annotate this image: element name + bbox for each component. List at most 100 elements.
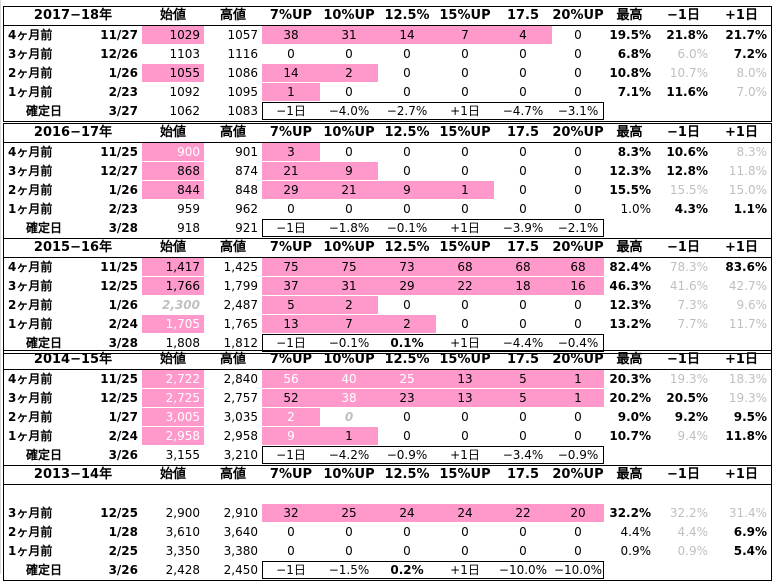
cell[interactable]: 0 <box>461 145 469 159</box>
cell[interactable]: 20.3% <box>609 372 651 386</box>
cell[interactable]: 29 <box>262 181 320 199</box>
cell[interactable]: 1,417 <box>142 258 204 276</box>
column-header[interactable]: −1日 <box>667 8 700 23</box>
cell[interactable]: 1092 <box>169 85 200 99</box>
cell[interactable]: −0.9% <box>557 448 599 462</box>
cell[interactable]: 4.4% <box>677 525 709 539</box>
cell[interactable]: 0 <box>519 410 527 424</box>
cell[interactable]: 4.3% <box>674 202 708 216</box>
cell[interactable]: −3.4% <box>502 448 544 462</box>
cell[interactable]: 0 <box>574 202 582 216</box>
cell[interactable]: 46.3% <box>609 279 651 293</box>
column-header[interactable]: 12.5% <box>384 8 430 23</box>
column-header[interactable]: 始値 <box>159 125 186 140</box>
column-header[interactable]: 12.5% <box>384 467 430 482</box>
cell[interactable]: 3,155 <box>165 448 200 462</box>
column-header[interactable]: 始値 <box>159 352 186 367</box>
cell[interactable]: 37 <box>262 277 320 295</box>
cell[interactable]: 14 <box>262 64 320 82</box>
cell[interactable]: 6.8% <box>617 47 651 61</box>
column-header[interactable]: 高値 <box>219 240 246 255</box>
cell[interactable]: 41.6% <box>669 279 708 293</box>
cell[interactable]: 21 <box>320 181 378 199</box>
row-date[interactable]: 2/25 <box>108 544 138 558</box>
cell[interactable]: −0.4% <box>557 336 599 350</box>
cell[interactable]: 0 <box>461 317 469 331</box>
cell[interactable]: 0 <box>574 28 582 42</box>
row-date[interactable]: 11/25 <box>100 372 138 386</box>
cell[interactable]: 25 <box>320 504 378 522</box>
column-header[interactable]: 始値 <box>159 8 186 23</box>
row-date[interactable]: 1/26 <box>108 183 138 197</box>
cell[interactable]: 9.4% <box>677 429 709 443</box>
row-label[interactable]: 3ヶ月前 <box>8 506 53 520</box>
cell[interactable]: 1,705 <box>142 315 204 333</box>
cell[interactable] <box>262 485 320 503</box>
cell[interactable]: 0 <box>403 525 411 539</box>
cell[interactable]: 3,380 <box>223 544 258 558</box>
cell[interactable]: 0 <box>461 47 469 61</box>
cell[interactable]: 1029 <box>142 26 204 44</box>
cell[interactable]: 0 <box>461 525 469 539</box>
cell[interactable]: 23 <box>378 389 436 407</box>
row-date[interactable]: 3/27 <box>108 104 138 118</box>
row-date[interactable]: 1/27 <box>108 410 138 424</box>
cell[interactable]: 21 <box>262 162 320 180</box>
row-label[interactable]: 4ヶ月前 <box>8 260 53 274</box>
cell[interactable]: 1083 <box>227 104 258 118</box>
cell[interactable]: 3,640 <box>223 525 258 539</box>
cell[interactable]: 19.3% <box>669 372 708 386</box>
cell[interactable]: 0 <box>519 145 527 159</box>
cell[interactable]: 52 <box>262 389 320 407</box>
column-header[interactable]: 10%UP <box>323 352 375 367</box>
column-header[interactable]: 高値 <box>219 8 246 23</box>
row-label[interactable]: 4ヶ月前 <box>8 372 53 386</box>
cell[interactable]: −1日 <box>276 104 306 118</box>
cell[interactable]: 0 <box>287 47 295 61</box>
column-header[interactable]: 7%UP <box>269 8 313 23</box>
column-header[interactable]: 最高 <box>616 8 643 23</box>
column-header[interactable]: 始値 <box>159 240 186 255</box>
cell[interactable] <box>604 102 655 120</box>
cell[interactable]: 0 <box>345 202 353 216</box>
row-date[interactable]: 3/26 <box>108 563 138 577</box>
column-header[interactable]: 10%UP <box>323 125 375 140</box>
cell[interactable]: 38 <box>320 389 378 407</box>
cell[interactable]: −4.4% <box>502 336 544 350</box>
cell[interactable]: 2,840 <box>223 372 258 386</box>
cell[interactable]: 68 <box>552 258 604 276</box>
cell[interactable] <box>712 485 771 503</box>
row-date[interactable]: 11/25 <box>100 145 138 159</box>
row-label[interactable]: 1ヶ月前 <box>8 544 53 558</box>
cell[interactable]: 1,799 <box>223 279 258 293</box>
row-label[interactable]: 3ヶ月前 <box>8 164 53 178</box>
cell[interactable]: 10.8% <box>609 66 651 80</box>
cell[interactable]: 0 <box>519 164 527 178</box>
column-header[interactable]: 15%UP <box>439 467 491 482</box>
cell[interactable]: 0 <box>403 164 411 178</box>
row-label[interactable]: 確定日 <box>26 221 63 235</box>
cell[interactable]: 0 <box>574 429 582 443</box>
cell[interactable]: 2 <box>320 296 378 314</box>
row-label[interactable]: 4ヶ月前 <box>8 28 53 42</box>
cell[interactable]: 1 <box>262 83 320 101</box>
cell[interactable]: 0 <box>461 298 469 312</box>
cell[interactable]: 9.2% <box>674 410 708 424</box>
cell[interactable]: −2.7% <box>386 104 428 118</box>
cell[interactable]: 2,958 <box>142 427 204 445</box>
cell[interactable]: 2,487 <box>223 298 258 312</box>
cell[interactable]: 1,808 <box>165 336 200 350</box>
cell[interactable]: 56 <box>262 370 320 388</box>
cell[interactable]: 5 <box>494 370 552 388</box>
cell[interactable]: 0.9% <box>620 544 652 558</box>
cell[interactable]: −1.8% <box>328 221 370 235</box>
cell[interactable]: 1 <box>320 427 378 445</box>
cell[interactable]: 0 <box>519 183 527 197</box>
column-header[interactable]: 最高 <box>616 352 643 367</box>
cell[interactable]: 2,910 <box>223 506 258 520</box>
column-header[interactable]: 17.5 <box>506 352 540 367</box>
cell[interactable]: 13.2% <box>609 317 651 331</box>
cell[interactable]: 2,757 <box>223 391 258 405</box>
cell[interactable]: 9.6% <box>736 298 768 312</box>
cell[interactable]: 29 <box>378 277 436 295</box>
